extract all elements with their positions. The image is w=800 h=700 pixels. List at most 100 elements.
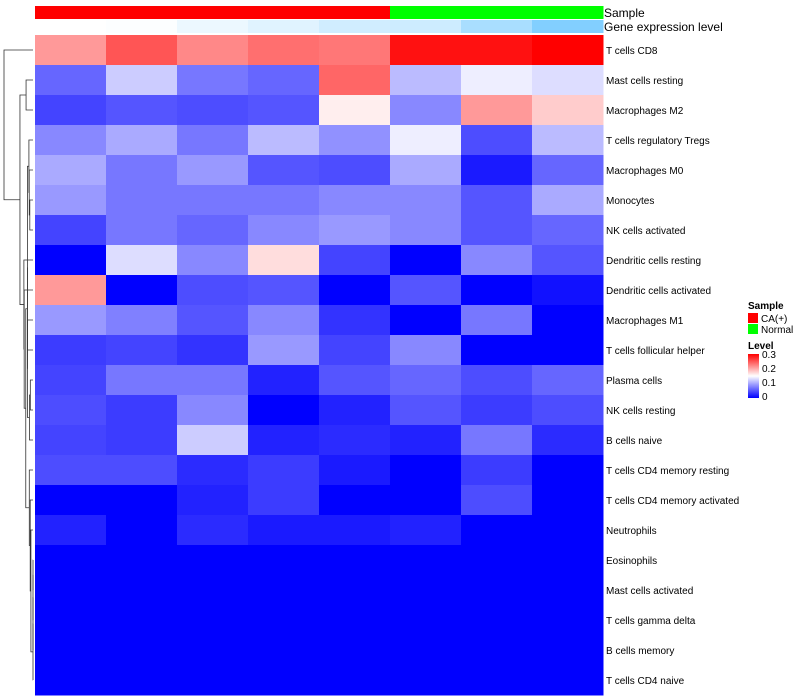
heatmap-cell (390, 35, 462, 66)
heatmap-cell (35, 395, 107, 426)
heatmap-cell (319, 575, 391, 606)
heatmap-cell (177, 425, 249, 456)
heatmap-cell (106, 365, 178, 396)
heatmap-cell (532, 155, 604, 186)
heatmap-cell (106, 275, 178, 306)
heatmap-cell (248, 545, 320, 576)
row-label: T cells CD8 (606, 46, 658, 57)
heatmap-cell (461, 65, 533, 96)
heatmap-cell (248, 275, 320, 306)
heatmap-cell (390, 365, 462, 396)
heatmap-cell (319, 335, 391, 366)
legend-level-title: Level (748, 341, 774, 352)
row-label: B cells memory (606, 646, 674, 657)
legend-tick-0-2: 0.2 (762, 364, 776, 375)
heatmap-cell (106, 125, 178, 156)
heatmap-cell (106, 575, 178, 606)
heatmap-cell (390, 605, 462, 636)
sample-annotation-cell (532, 6, 604, 19)
heatmap-cell (461, 455, 533, 486)
heatmap-cell (461, 515, 533, 546)
heatmap-cell (319, 125, 391, 156)
heatmap-cell (177, 95, 249, 126)
legend-label-ca: CA(+) (761, 314, 787, 325)
heatmap-cell (106, 425, 178, 456)
heatmap-cell (319, 155, 391, 186)
heatmap-cell (461, 155, 533, 186)
heatmap-cell (532, 245, 604, 276)
heatmap-cell (461, 125, 533, 156)
heatmap-cell (177, 365, 249, 396)
heatmap-cell (106, 515, 178, 546)
heatmap-cell (390, 395, 462, 426)
heatmap-cell (248, 245, 320, 276)
dendrogram-link (3, 49, 33, 201)
row-label: T cells CD4 memory activated (606, 496, 739, 507)
heatmap-cell (177, 665, 249, 696)
heatmap-cell (177, 125, 249, 156)
heatmap-cell (461, 335, 533, 366)
heatmap-cell (461, 245, 533, 276)
gene-expression-annotation-cell (532, 20, 604, 33)
heatmap-cells (35, 35, 604, 696)
row-label: Dendritic cells activated (606, 286, 711, 297)
gene-expression-annotation-cell (106, 20, 178, 33)
heatmap-cell (319, 275, 391, 306)
heatmap-cell (35, 155, 107, 186)
gene-expression-annotation-cell (35, 20, 107, 33)
heatmap-cell (532, 305, 604, 336)
row-label: Monocytes (606, 196, 654, 207)
row-label: T cells CD4 memory resting (606, 466, 729, 477)
heatmap-cell (319, 245, 391, 276)
heatmap-cell (248, 215, 320, 246)
heatmap-cell (390, 275, 462, 306)
heatmap-cell (319, 365, 391, 396)
heatmap-cell (461, 575, 533, 606)
heatmap-cell (35, 515, 107, 546)
heatmap-cell (248, 335, 320, 366)
heatmap-cell (390, 155, 462, 186)
heatmap-cell (248, 575, 320, 606)
heatmap-cell (390, 665, 462, 696)
heatmap-cell (177, 305, 249, 336)
heatmap-cell (461, 35, 533, 66)
heatmap-cell (390, 215, 462, 246)
heatmap-cell (35, 275, 107, 306)
heatmap-cell (248, 365, 320, 396)
heatmap-cell (177, 35, 249, 66)
heatmap-cell (177, 515, 249, 546)
heatmap-cell (319, 395, 391, 426)
row-label: NK cells resting (606, 406, 675, 417)
row-label: T cells follicular helper (606, 346, 705, 357)
heatmap-cell (390, 425, 462, 456)
heatmap-cell (177, 155, 249, 186)
heatmap-cell (35, 455, 107, 486)
heatmap-cell (35, 185, 107, 216)
heatmap-cell (248, 605, 320, 636)
heatmap-cell (532, 635, 604, 666)
heatmap-cell (390, 455, 462, 486)
heatmap-cell (319, 545, 391, 576)
heatmap-cell (35, 35, 107, 66)
heatmap-cell (532, 425, 604, 456)
heatmap-cell (532, 365, 604, 396)
heatmap-cell (390, 305, 462, 336)
dendrogram-link (19, 94, 27, 305)
heatmap-cell (177, 395, 249, 426)
heatmap-cell (35, 605, 107, 636)
row-label: NK cells activated (606, 226, 685, 237)
heatmap-cell (248, 185, 320, 216)
heatmap-cell (35, 245, 107, 276)
sample-annotation-cell (248, 6, 320, 19)
heatmap-cell (248, 455, 320, 486)
heatmap-cell (106, 545, 178, 576)
heatmap-cell (248, 155, 320, 186)
row-label: Macrophages M1 (606, 316, 684, 327)
heatmap-cell (390, 635, 462, 666)
legend-swatch-ca (748, 313, 758, 323)
legend-tick-0-1: 0.1 (762, 378, 776, 389)
legend-sample-title: Sample (748, 301, 784, 312)
heatmap-cell (532, 545, 604, 576)
heatmap-cell (532, 95, 604, 126)
